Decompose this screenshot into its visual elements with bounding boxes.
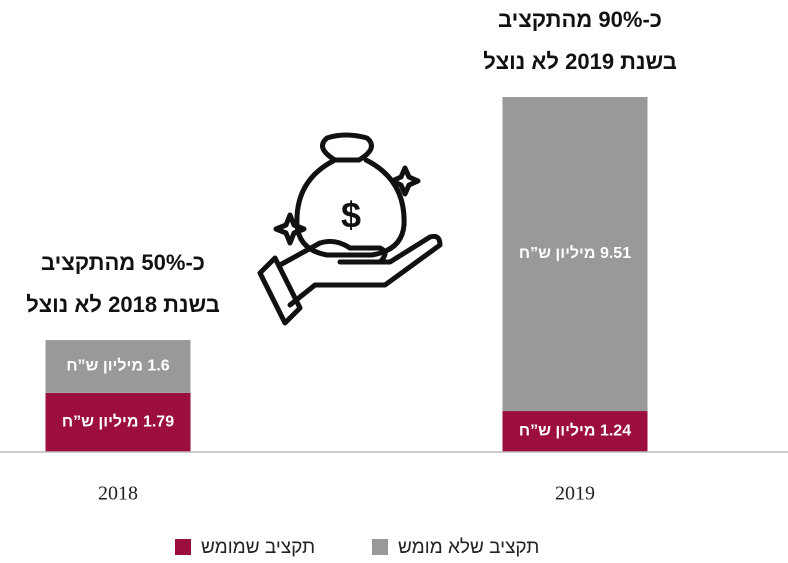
value-label: 1.6 מיליון ש”ח	[66, 357, 169, 375]
bar-segment	[502, 97, 648, 412]
money-icon: $	[257, 132, 443, 326]
value-label: 1.24 מיליון ש”ח	[519, 422, 631, 440]
annotation: כ-50% מהתקציב	[41, 250, 205, 275]
bar-segment	[502, 411, 648, 452]
value-label: 1.79 מיליון ש”ח	[62, 413, 174, 431]
annotation: בשנת 2018 לא נוצל	[26, 292, 220, 317]
legend-swatch	[175, 539, 191, 555]
legend-swatch	[372, 539, 388, 555]
annotation: בשנת 2019 לא נוצל	[483, 49, 677, 74]
legend-label: תקציב שלא מומש	[398, 537, 539, 558]
annotation: כ-90% מהתקציב	[498, 7, 662, 32]
legend-label: תקציב שמומש	[201, 537, 315, 558]
bar-segment	[45, 340, 191, 393]
value-label: 9.51 מיליון ש”ח	[519, 244, 631, 262]
svg-text:$: $	[341, 195, 361, 236]
x-tick-label: 2019	[555, 483, 595, 505]
x-tick-label: 2018	[98, 483, 138, 505]
bar-segment	[45, 392, 191, 452]
